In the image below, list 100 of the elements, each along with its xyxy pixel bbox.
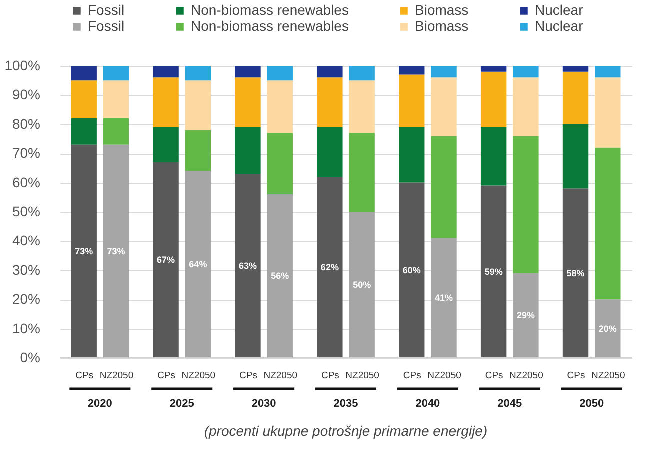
- data-label: 58%: [566, 268, 585, 278]
- bar: [153, 66, 179, 78]
- bar: [513, 66, 539, 78]
- bar: [103, 80, 130, 119]
- bar: [267, 133, 293, 194]
- text: 2045: [498, 398, 522, 410]
- bar: [317, 78, 343, 128]
- bar: [153, 162, 179, 358]
- bar: [480, 72, 507, 128]
- bar: [431, 66, 457, 78]
- x-tick-label: NZ2050: [428, 370, 462, 382]
- bar: [103, 118, 130, 145]
- bar: [399, 127, 425, 183]
- bar: [480, 186, 507, 358]
- data-label: 20%: [598, 324, 617, 334]
- legend-label: Fossil: [88, 2, 125, 18]
- bar: [235, 127, 261, 174]
- x-tick-label: CPs: [76, 370, 94, 382]
- x-tick-label: CPs: [321, 370, 340, 382]
- x-axis-title: (procenti ukupne potrošnje primarne energije): [204, 423, 488, 439]
- data-label: 73%: [107, 246, 126, 256]
- data-label: 73%: [75, 246, 94, 256]
- data-label: 29%: [516, 310, 535, 321]
- bar: [185, 130, 212, 172]
- x-tick-label: NZ2050: [264, 370, 298, 382]
- x-tick-label: NZ2050: [346, 370, 380, 382]
- bar: [317, 176, 343, 358]
- bar: [235, 174, 261, 358]
- y-tick-label: 10%: [12, 320, 40, 336]
- legend-label: Fossil: [88, 18, 125, 34]
- text: 2040: [416, 398, 440, 410]
- bar: [71, 80, 97, 119]
- y-tick-label: 70%: [12, 145, 40, 162]
- bar: [562, 66, 589, 72]
- bar: [595, 148, 621, 300]
- y-tick-label: 60%: [12, 174, 40, 190]
- bar: [595, 66, 621, 78]
- x-tick-label: CPs: [158, 370, 176, 382]
- x-tick-label: NZ2050: [510, 370, 544, 382]
- bar: [103, 66, 130, 81]
- legend-label: Biomass: [415, 18, 469, 34]
- y-tick-label: 80%: [12, 116, 40, 132]
- bar: [399, 182, 425, 358]
- bar: [317, 127, 343, 177]
- y-tick-label: 100%: [4, 58, 40, 74]
- text: 2030: [252, 398, 276, 410]
- data-label: 50%: [353, 280, 372, 290]
- data-label: 41%: [435, 293, 454, 304]
- bar: [267, 80, 293, 134]
- bar: [235, 78, 261, 128]
- y-tick-label: 20%: [12, 291, 40, 308]
- bar: [513, 273, 539, 358]
- data-label: 63%: [238, 261, 257, 272]
- y-tick-label: 0%: [20, 350, 40, 366]
- bar: [595, 300, 621, 358]
- bar: [267, 66, 293, 81]
- legend-label: Nuclear: [535, 18, 584, 34]
- legend-label: Nuclear: [535, 2, 584, 18]
- data-label: 67%: [157, 255, 176, 266]
- bar: [562, 188, 589, 358]
- bar: [513, 78, 539, 136]
- text: 2025: [170, 398, 194, 410]
- bar: [267, 194, 293, 358]
- x-tick-label: NZ2050: [100, 370, 134, 382]
- bar: [349, 66, 375, 81]
- y-tick-label: 30%: [12, 262, 40, 278]
- data-label: 64%: [189, 260, 208, 270]
- bar: [349, 133, 375, 212]
- bar: [185, 66, 212, 81]
- y-tick-label: 50%: [12, 204, 40, 220]
- data-label: 62%: [320, 262, 339, 272]
- bar: [349, 80, 375, 134]
- x-tick-label: CPs: [567, 370, 586, 382]
- bar: [185, 171, 212, 358]
- bar: [71, 66, 97, 81]
- x-tick-label: NZ2050: [182, 370, 216, 382]
- data-label: 59%: [484, 266, 503, 277]
- bar: [185, 80, 212, 130]
- bar: [431, 136, 457, 238]
- y-tick-label: 90%: [12, 86, 40, 103]
- x-tick-label: CPs: [485, 370, 504, 382]
- data-label: 56%: [271, 271, 290, 282]
- x-tick-label: CPs: [403, 370, 422, 382]
- bar: [562, 124, 589, 189]
- bar: [595, 78, 621, 148]
- bar: [71, 144, 97, 358]
- bar: [153, 78, 179, 128]
- bar: [349, 212, 375, 358]
- bar: [431, 78, 457, 136]
- legend-label: Biomass: [415, 2, 469, 18]
- bar: [399, 66, 425, 75]
- bar: [480, 66, 507, 72]
- y-tick-label: 40%: [12, 232, 40, 249]
- bar: [153, 127, 179, 162]
- bar: [235, 66, 261, 78]
- bar: [71, 118, 97, 145]
- legend-label: Non-biomass renewables: [191, 2, 349, 18]
- bar: [103, 144, 130, 358]
- bar: [513, 136, 539, 274]
- x-tick-label: NZ2050: [591, 370, 626, 382]
